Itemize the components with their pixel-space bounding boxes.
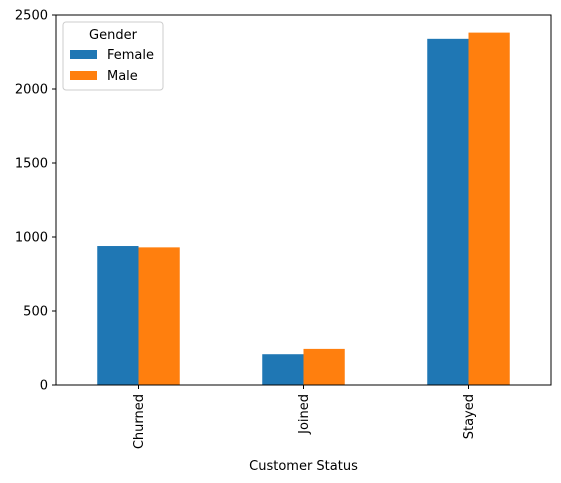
legend-swatch-female <box>70 50 97 59</box>
legend: Gender Female Male <box>62 21 164 91</box>
x-tick-label: Churned <box>132 394 147 449</box>
x-axis: Churned Joined Stayed <box>132 385 477 449</box>
x-tick-label: Stayed <box>462 394 477 439</box>
y-tick-label: 2500 <box>15 9 48 24</box>
x-tick-label: Joined <box>297 394 312 435</box>
bars-layer <box>97 32 510 385</box>
bar-churned-female <box>97 246 139 385</box>
bar-stayed-male <box>468 32 510 385</box>
bar-stayed-female <box>427 38 469 385</box>
legend-label-male: Male <box>107 69 138 84</box>
bar-joined-female <box>262 354 304 385</box>
y-axis: 0 500 1000 1500 2000 2500 <box>15 9 56 394</box>
y-tick-label: 1000 <box>15 231 48 246</box>
y-tick-label: 2000 <box>15 83 48 98</box>
plot-frame <box>55 14 552 386</box>
bar-joined-male <box>303 348 345 385</box>
x-axis-label: Customer Status <box>249 459 358 474</box>
y-tick-label: 1500 <box>15 157 48 172</box>
legend-items: Female Male <box>70 48 154 84</box>
y-tick-label: 500 <box>23 305 48 320</box>
bar-churned-male <box>138 247 180 385</box>
legend-swatch-male <box>70 71 97 80</box>
legend-title: Gender <box>89 28 138 43</box>
legend-label-female: Female <box>107 48 154 63</box>
y-tick-label: 0 <box>40 379 48 394</box>
